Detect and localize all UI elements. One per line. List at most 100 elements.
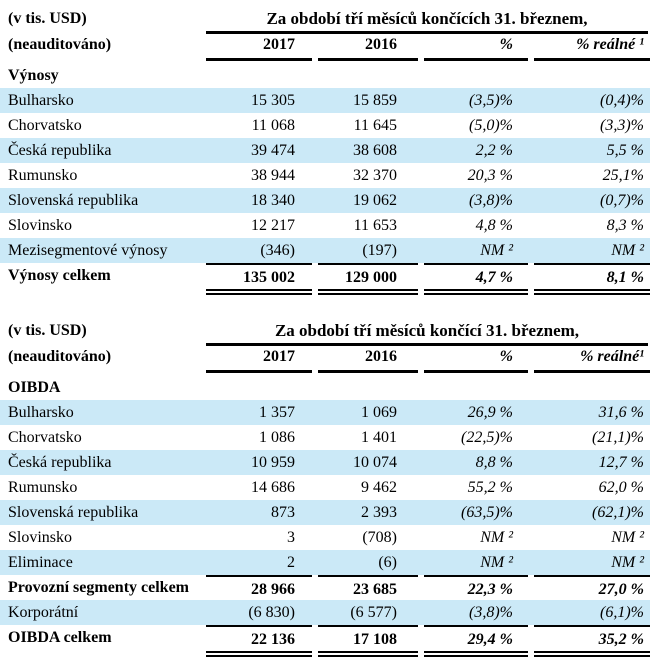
revenues-table: (v tis. USD) Za období tří měsíců končíc… [0, 6, 650, 296]
row-label: Mezisegmentové výnosy [8, 242, 168, 259]
value-pct-real: NM ² [611, 529, 644, 546]
value-2017: 1 086 [259, 429, 295, 446]
column-header-2016: 2016 [365, 36, 397, 53]
value-pct-real: (6,1)% [600, 604, 644, 621]
row-label: Rumunsko [8, 479, 78, 496]
column-header-pct-real: % reálné ¹ [576, 36, 644, 53]
value-pct-change: 8,8 % [475, 454, 513, 471]
table-row: Rumunsko 14 686 9 462 55,2 % 62,0 % [0, 475, 650, 500]
value-2016: 38 608 [353, 142, 397, 159]
value-pct-change: 26,9 % [467, 404, 513, 421]
value-pct-change: (22,5)% [461, 429, 513, 446]
table-body: Bulharsko 15 305 15 859 (3,5)% (0,4)% Chorvat… [0, 88, 650, 296]
table-row: Česká republika 10 959 10 074 8,8 % 12,7 % [0, 450, 650, 475]
column-header-pct-real: % reálné¹ [580, 348, 644, 365]
value-pct-real: NM ² [611, 554, 644, 571]
value-pct-real: (21,1)% [592, 429, 644, 446]
value-2017: 11 068 [251, 117, 295, 134]
row-label: Eliminace [8, 554, 73, 571]
table-header-row: (v tis. USD) Za období tří měsíců končíc… [0, 6, 650, 34]
value-2017: 3 [287, 529, 295, 546]
value-pct-change: 20,3 % [467, 167, 513, 184]
value-pct-change: 4,7 % [424, 263, 528, 288]
value-2017: (6 830) [248, 604, 295, 621]
value-pct-real: (0,7)% [600, 192, 644, 209]
value-2016: 2 393 [361, 504, 397, 521]
table-body: Bulharsko 1 357 1 069 26,9 % 31,6 % Chorvatsk… [0, 400, 650, 658]
oibda-table: (v tis. USD) Za období tří měsíců končíc… [0, 318, 650, 658]
value-2017: 38 944 [251, 167, 295, 184]
row-label: Korporátní [8, 604, 79, 621]
value-pct-change: 55,2 % [467, 479, 513, 496]
column-header-row: (neauditováno) 2017 2016 % % reálné ¹ [0, 34, 650, 56]
value-2017: 18 340 [251, 192, 295, 209]
value-2016: (197) [362, 242, 397, 259]
value-2016: 1 401 [361, 429, 397, 446]
table-row: Korporátní (6 830) (6 577) (3,8)% (6,1)% [0, 600, 650, 625]
value-pct-change: 2,2 % [475, 142, 513, 159]
row-label: Slovenská republika [8, 192, 139, 209]
table-row: Slovenská republika 873 2 393 (63,5)% (62,1)… [0, 500, 650, 525]
row-label: OIBDA celkem [8, 629, 112, 646]
row-label: Česká republika [8, 454, 112, 471]
table-row: Eliminace 2 (6) NM ² NM ² [0, 550, 650, 575]
value-2016: 10 074 [353, 454, 397, 471]
value-2016: 32 370 [353, 167, 397, 184]
value-2016: 11 653 [353, 217, 397, 234]
row-label: Chorvatsko [8, 117, 82, 134]
double-rule [0, 650, 650, 658]
value-pct-real: 62,0 % [598, 479, 644, 496]
value-2017: 2 [287, 554, 295, 571]
value-pct-change: (63,5)% [461, 504, 513, 521]
column-header-2016: 2016 [365, 348, 397, 365]
table-row: Rumunsko 38 944 32 370 20,3 % 25,1% [0, 163, 650, 188]
value-2016: 19 062 [353, 192, 397, 209]
unit-label: (v tis. USD) [8, 10, 87, 27]
table-row: Slovinsko 3 (708) NM ² NM ² [0, 525, 650, 550]
value-2017: 1 357 [259, 404, 295, 421]
row-label: Slovinsko [8, 217, 73, 234]
section-label: Výnosy [8, 67, 59, 84]
value-2016: 129 000 [318, 263, 418, 288]
value-pct-real: 8,3 % [606, 217, 644, 234]
table-row: OIBDA celkem 22 136 17 108 29,4 % 35,2 % [0, 625, 650, 650]
value-2016: (6 577) [350, 604, 397, 621]
value-pct-real: 12,7 % [598, 454, 644, 471]
column-header-rule [0, 368, 650, 375]
column-header-2017: 2017 [263, 348, 295, 365]
column-header-2017: 2017 [263, 36, 295, 53]
value-2017: 28 966 [206, 575, 312, 600]
value-pct-real: (0,4)% [600, 92, 644, 109]
value-pct-change: NM ² [480, 242, 513, 259]
row-label: Provozní segmenty celkem [8, 579, 189, 596]
value-pct-change: 4,8 % [475, 217, 513, 234]
row-label: Slovinsko [8, 529, 73, 546]
value-pct-change: 22,3 % [424, 575, 528, 600]
value-2017: 15 305 [251, 92, 295, 109]
value-2016: 1 069 [361, 404, 397, 421]
row-label: Česká republika [8, 142, 112, 159]
value-2016: 15 859 [353, 92, 397, 109]
value-2016: (708) [362, 529, 397, 546]
double-rule [0, 288, 650, 296]
section-row: Výnosy [0, 63, 650, 88]
table-row: Bulharsko 1 357 1 069 26,9 % 31,6 % [0, 400, 650, 425]
row-label: Výnosy celkem [8, 267, 111, 284]
audit-label: (neauditováno) [8, 348, 112, 365]
audit-label: (neauditováno) [8, 36, 112, 53]
value-pct-real: 31,6 % [598, 404, 644, 421]
value-2016: (6) [378, 554, 397, 571]
value-pct-real: 5,5 % [606, 142, 644, 159]
value-pct-change: 29,4 % [424, 625, 528, 650]
table-spacer [0, 296, 650, 318]
value-2017: 135 002 [206, 263, 312, 288]
value-pct-real: 8,1 % [534, 263, 650, 288]
period-header: Za období tří měsíců končících 31. březn… [206, 6, 648, 34]
value-2017: 22 136 [206, 625, 312, 650]
value-pct-real: (3,3)% [600, 117, 644, 134]
value-2016: 23 685 [318, 575, 418, 600]
value-2017: 12 217 [251, 217, 295, 234]
row-label: Bulharsko [8, 92, 74, 109]
row-label: Bulharsko [8, 404, 74, 421]
unit-label: (v tis. USD) [8, 322, 87, 339]
